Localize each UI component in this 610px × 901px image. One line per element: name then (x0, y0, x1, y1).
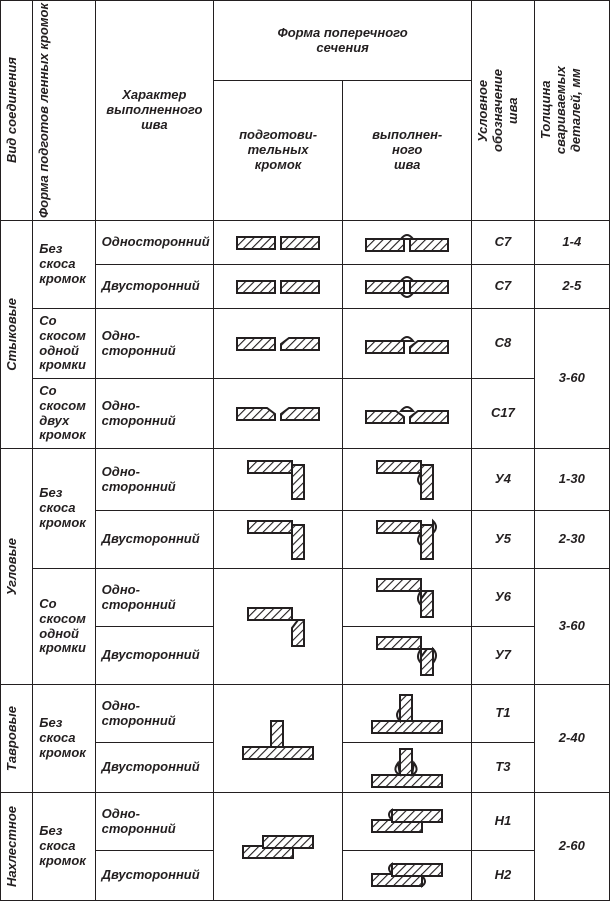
code-c7-1: С7 (472, 221, 534, 265)
thick-y4: 1-30 (534, 449, 609, 511)
hdr-finished-weld: выполнен- ного шва (343, 81, 472, 221)
hdr-conn-type: Вид соединения (5, 57, 20, 163)
prep-lap (214, 793, 343, 901)
weld-c8 (343, 309, 472, 379)
weld-h2 (343, 851, 472, 901)
hdr-thickness: Толщина свариваемых деталей, мм (539, 66, 584, 154)
code-h2: Н2 (472, 851, 534, 901)
code-t3: Т3 (472, 743, 534, 793)
code-t1: Т1 (472, 685, 534, 743)
weld-y6 (343, 569, 472, 627)
weld-c7-1 (343, 221, 472, 265)
prep-c7-1 (214, 221, 343, 265)
thick-y6y7: 3-60 (534, 569, 609, 685)
prep-t (214, 685, 343, 793)
prep-c7-2 (214, 265, 343, 309)
main-table: Вид соединения Форма подготов ленных кро… (0, 0, 610, 901)
weld-y4 (343, 449, 472, 511)
wc-single-5: Одно- сторонний (95, 569, 213, 627)
hdr-designation: Условное обозначение шва (476, 69, 521, 152)
wc-double-2: Двусторонний (95, 511, 213, 569)
edge-no-bevel: Без скоса кромок (33, 221, 95, 309)
thick-t: 2-40 (534, 685, 609, 793)
wc-double-3: Двусторонний (95, 627, 213, 685)
wc-double-5: Двусторонний (95, 851, 213, 901)
hdr-prep-edges: подготови- тельных кромок (214, 81, 343, 221)
prep-y6y7 (214, 569, 343, 685)
prep-c8 (214, 309, 343, 379)
wc-single-4: Одно- сторонний (95, 449, 213, 511)
code-y5: У5 (472, 511, 534, 569)
group-corner: Угловые (5, 538, 20, 595)
thick-y5: 2-30 (534, 511, 609, 569)
prep-c17 (214, 379, 343, 449)
weld-y5 (343, 511, 472, 569)
wc-single-3: Одно- сторонний (95, 379, 213, 449)
prep-y4 (214, 449, 343, 511)
thick-c7-1: 1-4 (534, 221, 609, 265)
weld-joint-table: Вид соединения Форма подготов ленных кро… (0, 0, 610, 870)
weld-h1 (343, 793, 472, 851)
weld-t3 (343, 743, 472, 793)
thick-c8-c17: 3-60 (534, 309, 609, 449)
edge-two-bevel: Со скосом двух кромок (33, 379, 95, 449)
code-c7-2: С7 (472, 265, 534, 309)
thick-c7-2: 2-5 (534, 265, 609, 309)
weld-t1 (343, 685, 472, 743)
wc-double: Двусторонний (95, 265, 213, 309)
edge-no-bevel-2: Без скоса кромок (33, 449, 95, 569)
code-c17: С17 (472, 379, 534, 449)
thick-lap: 2-60 (534, 793, 609, 901)
hdr-weld-char: Характер выполненного шва (95, 1, 213, 221)
hdr-edge-form: Форма подготов ленных кромок (37, 3, 52, 218)
group-butt: Стыковые (5, 298, 20, 371)
wc-single-2: Одно- сторонний (95, 309, 213, 379)
weld-y7 (343, 627, 472, 685)
prep-y5 (214, 511, 343, 569)
code-c8: С8 (472, 309, 534, 379)
wc-double-4: Двусторонний (95, 743, 213, 793)
code-h1: Н1 (472, 793, 534, 851)
edge-one-bevel: Со скосом одной кромки (33, 309, 95, 379)
group-tee: Тавровые (5, 706, 20, 771)
code-y6: У6 (472, 569, 534, 627)
wc-single: Односторонний (95, 221, 213, 265)
wc-single-6: Одно- сторонний (95, 685, 213, 743)
edge-one-bevel-2: Со скосом одной кромки (33, 569, 95, 685)
hdr-cross-section: Форма поперечного сечения (214, 1, 472, 81)
weld-c7-2 (343, 265, 472, 309)
edge-no-bevel-4: Без скоса кромок (33, 793, 95, 901)
wc-single-7: Одно- сторонний (95, 793, 213, 851)
edge-no-bevel-3: Без скоса кромок (33, 685, 95, 793)
code-y7: У7 (472, 627, 534, 685)
group-lap: Нахлестное (5, 806, 20, 887)
code-y4: У4 (472, 449, 534, 511)
weld-c17 (343, 379, 472, 449)
